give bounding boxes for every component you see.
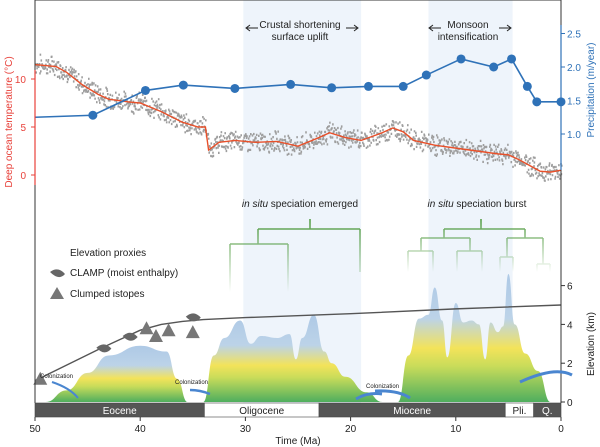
time-tick-label: 50 <box>29 424 41 435</box>
epoch-label: Eocene <box>103 406 137 417</box>
precipitation-tick-label: 2.5 <box>567 30 581 41</box>
colonization-arrow-icon <box>374 389 411 400</box>
tree-burst <box>407 219 551 272</box>
precipitation-point <box>286 79 296 89</box>
colonization-arrow-icon <box>519 370 573 384</box>
time-tick-label: 10 <box>450 424 462 435</box>
elevation-tick-label: 4 <box>567 320 573 331</box>
precipitation-point <box>230 83 240 93</box>
speciation-burst: in situ speciation burst <box>428 199 527 210</box>
precipitation-line <box>34 57 561 119</box>
band1-line1: Crustal shortening <box>259 20 340 31</box>
phylogeny-trees <box>229 219 551 292</box>
time-tick-label: 30 <box>240 424 252 435</box>
temperature-tick-label: 10 <box>15 75 27 86</box>
colonization-arrow-icon <box>51 381 79 399</box>
colonization-label: Colonization <box>175 380 208 386</box>
precipitation-point <box>507 54 517 64</box>
precipitation-point <box>522 81 532 91</box>
precipitation-point <box>456 54 466 64</box>
precipitation-point <box>363 81 373 91</box>
clumped-isotope-marker <box>161 323 176 337</box>
elevation-tick-label: 6 <box>567 282 573 293</box>
elevation-trend-line <box>34 304 562 382</box>
legend-clumped: Clumped istopes <box>70 289 144 300</box>
precipitation-point <box>327 83 337 93</box>
speciation-emerged: in situ speciation emerged <box>242 199 358 210</box>
clamp-leaf-marker <box>122 332 138 341</box>
precipitation-tick-label: 1.0 <box>567 130 581 141</box>
landscape-1 <box>203 314 383 402</box>
landscape-0 <box>45 345 188 402</box>
precipitation-point <box>88 110 98 120</box>
epoch-label: Pli. <box>512 406 526 417</box>
time-tick-label: 20 <box>345 424 357 435</box>
legend-title: Elevation proxies <box>70 248 146 259</box>
precipitation-point <box>178 80 188 90</box>
clumped-isotope-marker <box>148 329 163 343</box>
precipitation-point <box>489 62 499 72</box>
precipitation-tick-label: 2.0 <box>567 63 581 74</box>
clumped-isotope-marker <box>139 321 154 335</box>
legend-clamp: CLAMP (moist enthalpy) <box>70 268 178 279</box>
clamp-leaf-marker <box>96 344 112 353</box>
triangle-icon <box>50 287 64 299</box>
precipitation-tick-label: 1.5 <box>567 97 581 108</box>
arrow-right-icon <box>346 24 359 32</box>
precipitation-point <box>140 85 150 95</box>
colonization-label: Colonization <box>366 384 399 390</box>
time-tick-label: 40 <box>135 424 147 435</box>
highlight-band-0 <box>243 0 362 403</box>
arrow-left-icon <box>245 24 258 32</box>
epoch-label: Q. <box>542 406 553 417</box>
colonization-label: Colonization <box>40 374 73 380</box>
precipitation-axis-label: Precipitation (m/year) <box>586 42 597 137</box>
epoch-label: Miocene <box>393 406 431 417</box>
clumped-isotope-marker <box>33 371 48 385</box>
elevation-axis-label: Elevation (km) <box>586 312 597 376</box>
clamp-leaf-marker <box>185 313 201 322</box>
elevation-tick-label: 0 <box>567 398 573 409</box>
elevation-tick-label: 2 <box>567 359 573 370</box>
temperature-axis-label: Deep ocean temperature (°C) <box>4 56 15 187</box>
precipitation-point <box>398 81 408 91</box>
time-axis-label: Time (Ma) <box>275 436 320 447</box>
precipitation-point <box>532 97 542 107</box>
band1-line2: surface uplift <box>272 32 329 43</box>
band2-line1: Monsoon <box>447 20 488 31</box>
temperature-smooth-line <box>34 63 562 173</box>
arrow-right-icon <box>499 24 512 32</box>
epoch-bar-Q. <box>533 402 562 418</box>
legend: Elevation proxies CLAMP (moist enthalpy)… <box>50 248 178 300</box>
temperature-tick-label: 0 <box>20 171 26 182</box>
tree-emerged <box>229 219 361 292</box>
colonization-arrow-icon <box>355 392 383 401</box>
epoch-label: Oligocene <box>239 406 284 417</box>
band2-line2: intensification <box>438 32 499 43</box>
colonization-arrow-icon <box>189 388 211 396</box>
arrow-left-icon <box>428 24 441 32</box>
leaf-icon <box>50 269 65 278</box>
temperature-tick-label: 5 <box>20 123 26 134</box>
precipitation-point <box>421 70 431 80</box>
clumped-isotope-marker <box>185 325 200 339</box>
time-tick-label: 0 <box>558 424 564 435</box>
landscape-2 <box>397 273 551 402</box>
